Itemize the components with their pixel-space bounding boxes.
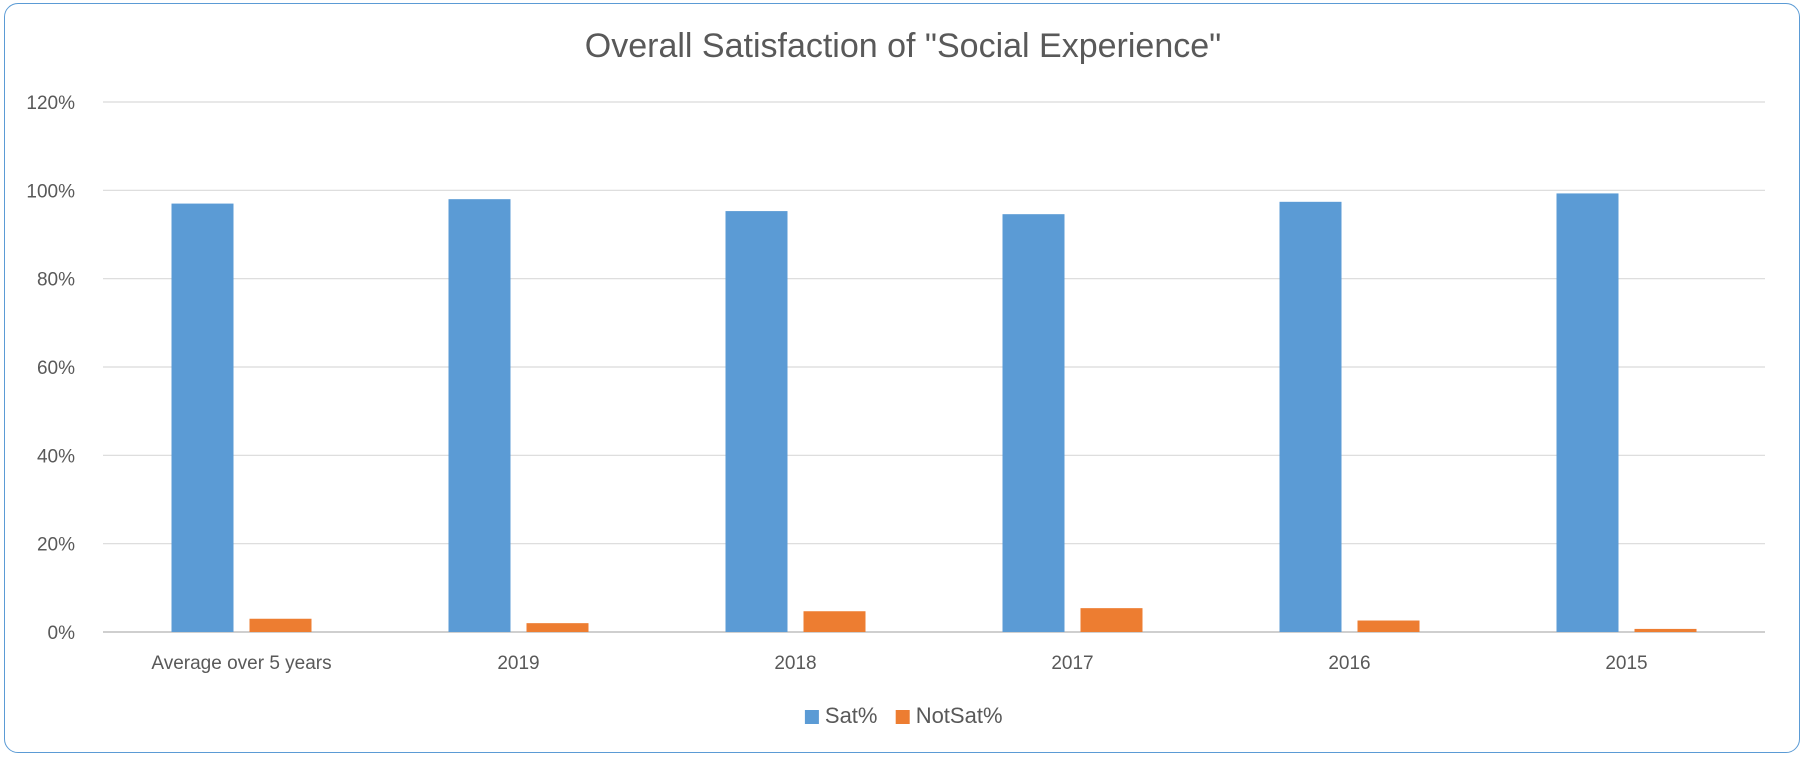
legend-swatch <box>804 710 819 724</box>
bars <box>171 193 1697 633</box>
x-category-label: 2018 <box>774 653 816 674</box>
legend-swatch <box>895 710 910 724</box>
x-axis-categories: Average over 5 years 2019 2018 2017 2016 2015 <box>151 653 1647 674</box>
legend-label: Sat% <box>825 703 878 728</box>
bar-notsat-2 <box>803 611 866 632</box>
bar-notsat-3 <box>1080 608 1143 632</box>
legend-label: NotSat% <box>916 703 1003 728</box>
bar-notsat-4 <box>1357 620 1420 632</box>
y-axis-ticks: 0% 20% 40% 60% 80% 100% 120% <box>26 93 75 644</box>
chart-title: Overall Satisfaction of "Social Experien… <box>585 27 1221 65</box>
y-tick-label: 0% <box>48 623 76 644</box>
y-tick-label: 100% <box>26 181 75 202</box>
bar-sat-3 <box>1002 214 1065 632</box>
gridlines <box>103 101 1765 633</box>
y-tick-label: 60% <box>37 358 75 379</box>
x-category-label: Average over 5 years <box>151 653 331 674</box>
x-category-label: 2019 <box>497 653 539 674</box>
y-tick-label: 120% <box>26 93 75 114</box>
y-tick-label: 80% <box>37 270 75 291</box>
bar-sat-0 <box>171 203 234 633</box>
bar-notsat-1 <box>526 623 589 632</box>
bar-sat-5 <box>1556 193 1619 633</box>
bar-notsat-5 <box>1634 628 1697 632</box>
x-category-label: 2017 <box>1051 653 1093 674</box>
bar-sat-1 <box>448 199 511 632</box>
y-tick-label: 40% <box>37 446 75 467</box>
bar-sat-4 <box>1279 201 1342 633</box>
y-tick-label: 20% <box>37 535 75 556</box>
x-category-label: 2015 <box>1605 653 1647 674</box>
bar-notsat-0 <box>249 618 312 632</box>
bar-sat-2 <box>725 211 788 632</box>
legend: Sat% NotSat% <box>804 703 1003 728</box>
x-category-label: 2016 <box>1328 653 1370 674</box>
